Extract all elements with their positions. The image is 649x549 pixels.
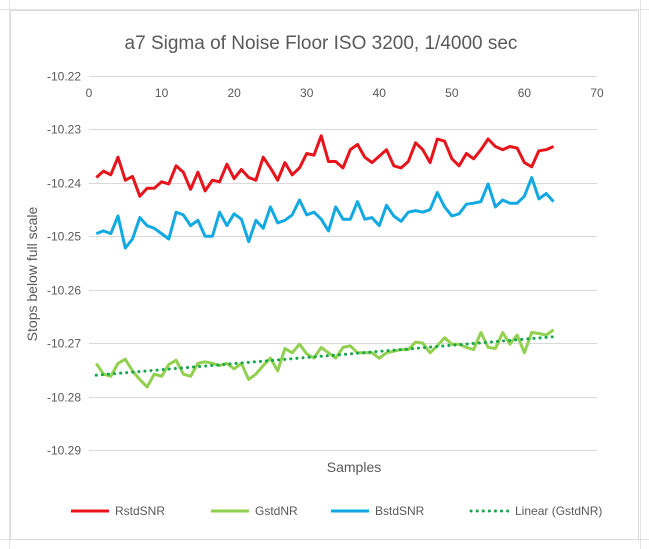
x-tick-label: 20 — [227, 86, 241, 100]
y-tick-label: -10.25 — [47, 230, 81, 244]
y-tick-label: -10.28 — [47, 391, 81, 405]
y-tick-label: -10.23 — [47, 123, 81, 137]
x-tick-label: 40 — [373, 86, 387, 100]
x-tick-labels: 0 10 20 30 40 50 60 70 — [86, 86, 604, 100]
series-line-gstdnr — [95, 328, 555, 389]
chart-area[interactable]: a7 Sigma of Noise Floor ISO 3200, 1/4000… — [10, 10, 639, 540]
y-tick-label: -10.24 — [47, 177, 81, 191]
legend: RstdSNR GstdNR BstdSNR Linear (GstdNR) — [71, 504, 602, 518]
line-chart: a7 Sigma of Noise Floor ISO 3200, 1/4000… — [24, 33, 604, 518]
x-tick-label: 30 — [300, 86, 314, 100]
legend-label-rstdsnr: RstdSNR — [115, 504, 165, 518]
series-lines — [94, 134, 555, 389]
gridlines — [89, 76, 597, 451]
x-tick-label: 70 — [590, 86, 604, 100]
x-axis-title: Samples — [327, 459, 381, 475]
x-tick-label: 10 — [155, 86, 169, 100]
x-tick-label: 60 — [518, 86, 532, 100]
y-tick-label: -10.27 — [47, 337, 81, 351]
legend-label-linear-gstdnr: Linear (GstdNR) — [515, 504, 602, 518]
series-line-rstdsnr — [95, 134, 555, 198]
chart-title: a7 Sigma of Noise Floor ISO 3200, 1/4000… — [125, 33, 518, 54]
x-tick-label: 50 — [445, 86, 459, 100]
legend-label-bstdsnr: BstdSNR — [375, 504, 425, 518]
y-tick-labels: -10.22 -10.23 -10.24 -10.25 -10.26 -10.27 -10.… — [47, 70, 81, 458]
x-tick-label: 0 — [86, 86, 93, 100]
y-axis-title: Stops below full scale — [24, 206, 40, 341]
y-tick-label: -10.22 — [47, 70, 81, 84]
y-tick-label: -10.29 — [47, 444, 81, 458]
series-line-bstdsnr — [95, 176, 555, 250]
legend-label-gstdnr: GstdNR — [255, 504, 298, 518]
y-tick-label: -10.26 — [47, 284, 81, 298]
